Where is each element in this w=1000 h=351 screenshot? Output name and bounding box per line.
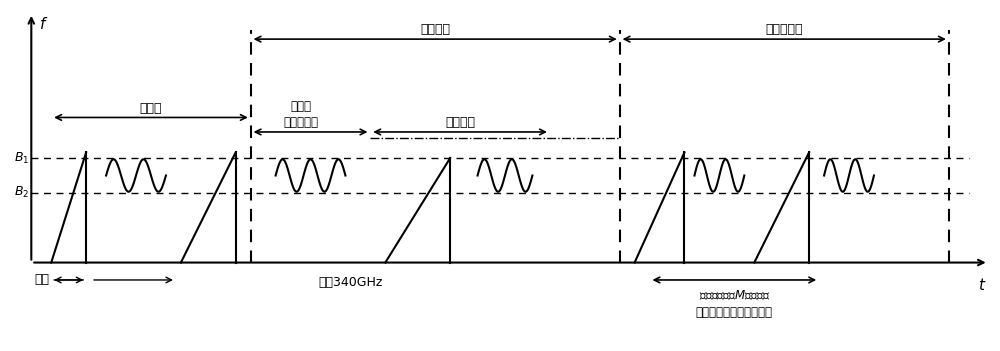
Text: $B_1$: $B_1$ (14, 151, 29, 166)
Text: 频点340GHz: 频点340GHz (318, 276, 383, 289)
Text: 目标搜索: 目标搜索 (420, 23, 450, 36)
Text: 高分辨成像: 高分辨成像 (765, 23, 803, 36)
Text: $f$: $f$ (39, 16, 49, 32)
Text: $B_2$: $B_2$ (14, 185, 29, 200)
Text: 距离探测: 距离探测 (445, 116, 475, 129)
Text: 自校准: 自校准 (140, 101, 162, 114)
Text: 脉宽: 脉宽 (34, 273, 49, 286)
Text: 连续波
测速、测角: 连续波 测速、测角 (283, 100, 318, 129)
Text: 高分辨成像（$M$个脉冲）
测距、测速、测角、成像: 高分辨成像（$M$个脉冲） 测距、测速、测角、成像 (696, 289, 773, 319)
Text: $t$: $t$ (978, 277, 987, 293)
